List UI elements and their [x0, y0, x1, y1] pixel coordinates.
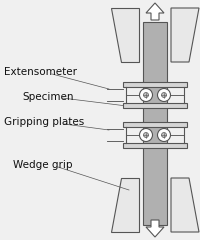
Bar [122, 143, 186, 148]
Polygon shape [110, 178, 138, 232]
Circle shape [157, 128, 170, 142]
Circle shape [143, 92, 148, 97]
Text: Extensometer: Extensometer [4, 67, 77, 77]
Text: Specimen: Specimen [22, 92, 73, 102]
Text: Wedge grip: Wedge grip [13, 160, 72, 170]
Polygon shape [110, 8, 138, 62]
Polygon shape [145, 220, 163, 237]
Circle shape [139, 128, 152, 142]
Circle shape [139, 89, 152, 102]
Text: Gripping plates: Gripping plates [4, 117, 84, 127]
Bar [122, 122, 186, 127]
Circle shape [161, 132, 166, 138]
Bar [122, 103, 186, 108]
Circle shape [143, 132, 148, 138]
Circle shape [157, 89, 170, 102]
Polygon shape [145, 3, 163, 20]
Bar [122, 82, 186, 87]
Polygon shape [170, 8, 198, 62]
Circle shape [161, 92, 166, 97]
Polygon shape [170, 178, 198, 232]
Bar [142, 22, 166, 225]
